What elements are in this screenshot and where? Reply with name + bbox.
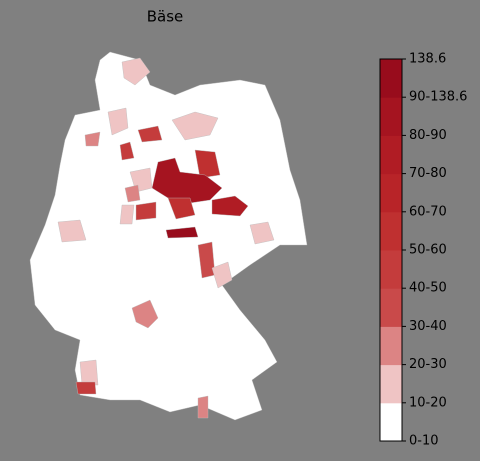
colorbar-label: 80-90 bbox=[409, 128, 447, 143]
region bbox=[124, 184, 141, 203]
colorbar-label: 40-50 bbox=[409, 281, 447, 296]
map-title: Bäse bbox=[147, 8, 184, 26]
colorbar-label: 10-20 bbox=[409, 395, 447, 410]
region bbox=[151, 157, 223, 204]
region bbox=[135, 201, 157, 221]
region bbox=[119, 141, 135, 161]
colorbar-segment bbox=[380, 97, 402, 136]
colorbar-label: 50-60 bbox=[409, 243, 447, 258]
region bbox=[211, 195, 249, 217]
colorbar-label: 30-40 bbox=[409, 319, 447, 334]
region bbox=[121, 57, 151, 86]
region bbox=[171, 111, 219, 141]
region bbox=[249, 221, 275, 245]
colorbar-segment bbox=[380, 402, 402, 442]
region bbox=[131, 299, 159, 329]
region bbox=[84, 131, 101, 147]
germany-map bbox=[29, 51, 308, 421]
colorbar-segment bbox=[380, 288, 402, 327]
region bbox=[165, 226, 199, 239]
region bbox=[75, 381, 97, 395]
colorbar-label: 90-138.6 bbox=[409, 90, 467, 105]
colorbar-segment bbox=[380, 250, 402, 289]
region bbox=[79, 359, 99, 386]
colorbar-segment bbox=[380, 59, 402, 98]
colorbar-segment bbox=[380, 173, 402, 213]
colorbar-label: 70-80 bbox=[409, 166, 447, 181]
region bbox=[119, 204, 135, 225]
region bbox=[211, 261, 233, 289]
colorbar-label: 60-70 bbox=[409, 204, 447, 219]
colorbar: 138.6 90-138.6 80-90 70-80 60-70 50-60 40-50 30… bbox=[379, 52, 467, 449]
region bbox=[167, 197, 196, 220]
colorbar-segment bbox=[380, 364, 402, 404]
colorbar-segment bbox=[380, 326, 402, 366]
colorbar-label: 138.6 bbox=[409, 52, 446, 67]
region bbox=[107, 107, 129, 136]
colorbar-segment bbox=[380, 211, 402, 251]
region bbox=[137, 125, 163, 143]
region bbox=[197, 395, 209, 419]
colorbar-label: 0-10 bbox=[409, 434, 439, 449]
region bbox=[57, 219, 87, 243]
colorbar-segment bbox=[380, 135, 402, 175]
colorbar-label: 20-30 bbox=[409, 357, 447, 372]
region bbox=[194, 149, 221, 179]
